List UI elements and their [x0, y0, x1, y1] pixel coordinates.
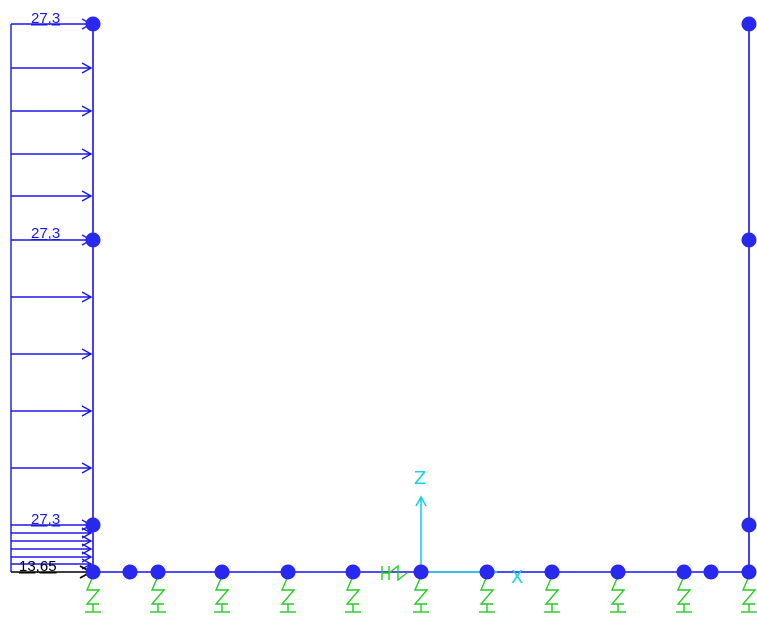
horizontal-spring-icon: [381, 564, 408, 582]
load-label-lower: 27,3: [31, 511, 60, 528]
load-arrow-icon: [11, 535, 93, 547]
spring-support-icon: [150, 575, 166, 613]
z-axis-label: Z: [414, 468, 426, 489]
frame-members: [92, 24, 750, 573]
load-arrow-icon: [11, 462, 93, 474]
spring-support-icon: [610, 575, 626, 613]
load-arrow-head: [81, 462, 93, 474]
spring-supports: [85, 575, 757, 613]
joint-node[interactable]: [413, 564, 429, 580]
joint-node[interactable]: [85, 517, 101, 533]
load-arrow-head: [81, 291, 93, 303]
joint-node[interactable]: [741, 232, 757, 248]
load-arrow-icon: [11, 543, 93, 555]
joint-node[interactable]: [345, 564, 361, 580]
spring-support-icon: [85, 575, 101, 613]
joint-node[interactable]: [85, 564, 101, 580]
joint-node[interactable]: [150, 564, 166, 580]
spring-support-icon: [214, 575, 230, 613]
load-arrow-icon: [11, 148, 93, 160]
joint-node[interactable]: [703, 564, 719, 580]
load-arrow-head: [81, 543, 93, 555]
joint-node[interactable]: [280, 564, 296, 580]
spring-coil: [610, 575, 626, 605]
joint-node[interactable]: [85, 232, 101, 248]
load-arrow-icon: [11, 558, 93, 570]
load-arrow-icon: [11, 527, 93, 539]
load-arrow-head: [81, 535, 93, 547]
spring-coil: [345, 575, 361, 605]
joint-node[interactable]: [544, 564, 560, 580]
joint-node[interactable]: [479, 564, 495, 580]
spring-coil: [214, 575, 230, 605]
load-arrow-icon: [11, 291, 93, 303]
nodes: [85, 16, 757, 580]
load-arrow-icon: [11, 105, 93, 117]
load-arrow-icon: [11, 62, 93, 74]
x-axis-label: X: [511, 567, 523, 588]
load-arrow-head: [81, 558, 93, 570]
spring-coil: [741, 575, 757, 605]
load-label-middle: 27,3: [31, 225, 60, 242]
load-label-top: 27,3: [31, 10, 60, 27]
spring-support-icon: [741, 575, 757, 613]
spring-coil: [544, 575, 560, 605]
spring-support-icon: [544, 575, 560, 613]
spring-support-icon: [280, 575, 296, 613]
spring-support-icon: [345, 575, 361, 613]
spring-support-icon: [479, 575, 495, 613]
joint-node[interactable]: [741, 517, 757, 533]
spring-coil: [413, 575, 429, 605]
global-axes: [415, 495, 498, 578]
spring-coil: [479, 575, 495, 605]
joint-node[interactable]: [85, 16, 101, 32]
load-arrow-head: [81, 62, 93, 74]
joint-node[interactable]: [741, 564, 757, 580]
spring-coil: [280, 575, 296, 605]
spring-support-icon: [413, 575, 429, 613]
load-arrow-icon: [11, 348, 93, 360]
spring-support-icon: [676, 575, 692, 613]
joint-node[interactable]: [741, 16, 757, 32]
joint-node[interactable]: [610, 564, 626, 580]
spring-coil: [85, 575, 101, 605]
load-arrow-head: [81, 105, 93, 117]
load-arrow-icon: [11, 190, 93, 202]
joint-node[interactable]: [214, 564, 230, 580]
distributed-load: [10, 18, 93, 579]
load-arrow-head: [81, 148, 93, 160]
joint-node[interactable]: [122, 564, 138, 580]
spring-coil: [150, 575, 166, 605]
z-arrow-icon: [415, 495, 427, 507]
load-arrow-head: [81, 405, 93, 417]
joint-node[interactable]: [676, 564, 692, 580]
spring-coil: [676, 575, 692, 605]
load-arrow-head: [81, 527, 93, 539]
load-arrow-head: [81, 348, 93, 360]
load-label-base: 13,65: [19, 558, 57, 575]
load-arrow-icon: [11, 405, 93, 417]
load-arrow-head: [81, 190, 93, 202]
